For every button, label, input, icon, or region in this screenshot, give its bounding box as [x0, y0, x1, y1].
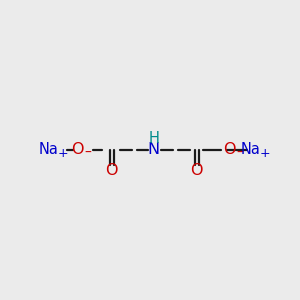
Text: +: +	[260, 146, 271, 160]
Text: Na: Na	[241, 142, 261, 158]
Text: –: –	[84, 146, 91, 160]
Text: O: O	[105, 163, 117, 178]
Text: O: O	[224, 142, 236, 158]
Text: H: H	[148, 131, 159, 146]
Text: N: N	[148, 142, 160, 158]
Text: +: +	[58, 146, 68, 160]
Text: Na: Na	[38, 142, 58, 158]
Text: O: O	[190, 163, 202, 178]
Text: –: –	[236, 146, 243, 160]
Text: O: O	[72, 142, 84, 158]
